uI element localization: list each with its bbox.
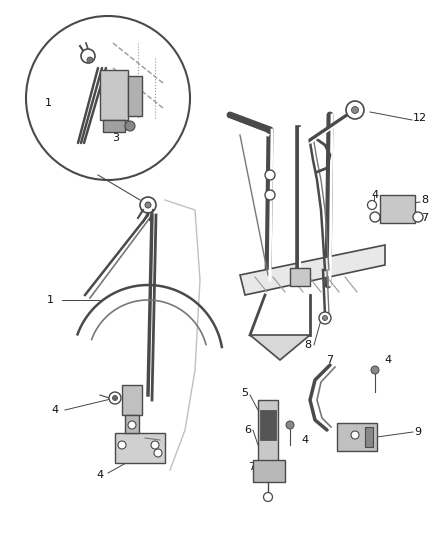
Circle shape — [125, 121, 135, 131]
Circle shape — [26, 16, 190, 180]
Circle shape — [140, 197, 156, 213]
Text: 4: 4 — [371, 190, 378, 200]
Circle shape — [346, 101, 364, 119]
Text: 7: 7 — [248, 462, 255, 472]
Circle shape — [87, 57, 93, 63]
Text: 2: 2 — [137, 85, 144, 95]
Bar — [337, 423, 377, 451]
Text: 8: 8 — [304, 340, 311, 350]
Text: 6: 6 — [244, 425, 251, 435]
Circle shape — [109, 392, 121, 404]
Text: 12: 12 — [413, 113, 427, 123]
Circle shape — [264, 492, 272, 502]
Text: 4: 4 — [301, 435, 308, 445]
Text: 9: 9 — [414, 427, 421, 437]
Bar — [380, 195, 415, 223]
Circle shape — [286, 421, 294, 429]
Bar — [128, 76, 142, 116]
Text: 1: 1 — [45, 98, 52, 108]
Bar — [258, 400, 278, 465]
Circle shape — [351, 431, 359, 439]
Bar — [260, 410, 276, 440]
Text: 7: 7 — [421, 213, 428, 223]
Circle shape — [265, 170, 275, 180]
Circle shape — [265, 190, 275, 200]
Bar — [253, 460, 285, 482]
Circle shape — [352, 107, 358, 114]
Text: 4: 4 — [96, 470, 103, 480]
Polygon shape — [250, 335, 310, 360]
Circle shape — [118, 441, 126, 449]
Text: 7: 7 — [326, 355, 334, 365]
Circle shape — [145, 202, 151, 208]
Bar — [125, 415, 139, 433]
Bar — [115, 433, 165, 463]
Text: 1: 1 — [46, 295, 53, 305]
Bar — [365, 427, 373, 447]
Circle shape — [154, 449, 162, 457]
Bar — [100, 70, 128, 120]
Text: 5: 5 — [241, 388, 248, 398]
Bar — [290, 268, 310, 286]
Circle shape — [367, 200, 377, 209]
Text: 4: 4 — [385, 355, 392, 365]
Polygon shape — [240, 245, 385, 295]
Circle shape — [371, 366, 379, 374]
Circle shape — [319, 312, 331, 324]
Circle shape — [128, 421, 136, 429]
Circle shape — [151, 441, 159, 449]
Text: 3: 3 — [113, 133, 120, 143]
Circle shape — [322, 316, 328, 320]
Bar — [103, 120, 125, 132]
Circle shape — [113, 395, 117, 400]
Text: 4: 4 — [51, 405, 59, 415]
Bar — [122, 385, 142, 415]
Circle shape — [370, 212, 380, 222]
Circle shape — [81, 49, 95, 63]
Text: 8: 8 — [421, 195, 428, 205]
Circle shape — [413, 212, 423, 222]
